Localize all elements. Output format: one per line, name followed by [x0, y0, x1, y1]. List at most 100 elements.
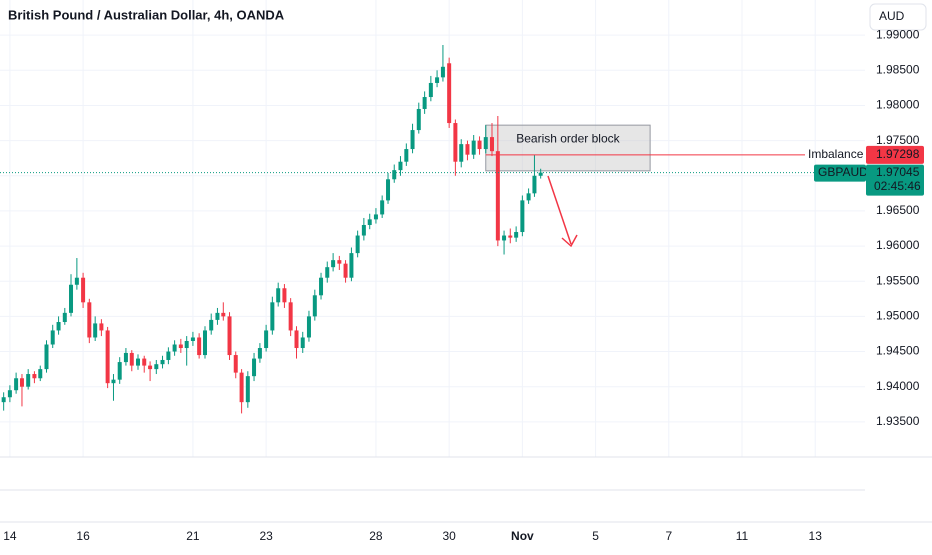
candle-body [398, 161, 403, 171]
x-tick-label: 28 [369, 529, 383, 543]
candle-body [148, 365, 153, 370]
candle-body [361, 224, 366, 236]
price-tag [866, 164, 924, 196]
candle-body [178, 344, 183, 349]
candle-body [514, 232, 519, 238]
symbol-label: GBPAUD [818, 165, 868, 179]
candle-body [538, 172, 543, 176]
candle-body [166, 351, 171, 360]
candle-body [227, 316, 232, 356]
candle-body [483, 137, 488, 150]
candle-body [56, 322, 61, 331]
candle-body [221, 312, 226, 317]
candle-body [87, 302, 92, 338]
candle-body [1, 397, 6, 403]
candle-body [123, 352, 128, 363]
y-tick-label: 1.93500 [876, 414, 920, 428]
candle-body [264, 330, 269, 349]
candle-body [440, 66, 445, 78]
candle-body [520, 200, 525, 233]
candle-body [331, 260, 336, 268]
candle-body [81, 277, 86, 303]
candle-body [111, 379, 116, 384]
current-price: 1.97045 [876, 165, 920, 179]
candle-body [502, 235, 507, 241]
candle-body [410, 130, 415, 150]
candle-body [325, 267, 330, 278]
y-tick-label: 1.96500 [876, 203, 920, 217]
x-tick-label: 14 [3, 529, 17, 543]
candle-body [245, 376, 250, 403]
candle-body [355, 235, 360, 254]
candle-body [380, 200, 385, 215]
candle-body [93, 323, 98, 338]
symbol-tag [814, 164, 866, 182]
x-tick-label: 16 [76, 529, 90, 543]
candle-body [489, 137, 494, 152]
candle-body [197, 337, 202, 356]
candle-body [252, 358, 257, 377]
candle-body [508, 235, 513, 238]
candle-body [50, 330, 55, 345]
arrow-head [561, 234, 578, 248]
candle-body [172, 344, 177, 352]
candle-body [136, 358, 141, 366]
candle-body [312, 295, 317, 317]
candle-body [160, 359, 165, 365]
candle-body [526, 193, 531, 201]
candle-body [19, 378, 24, 387]
imbalance-label: Imbalance [808, 147, 864, 161]
candle-body [142, 358, 147, 366]
candle-body [209, 319, 214, 331]
y-tick-label: 1.98000 [876, 98, 920, 112]
x-tick-label: 11 [736, 529, 749, 543]
candle-body [239, 372, 244, 403]
candle-body [7, 390, 12, 398]
y-tick-label: 1.99000 [876, 27, 920, 41]
order-block-label: Bearish order block [516, 131, 620, 145]
x-tick-label: 30 [442, 529, 456, 543]
y-tick-label: 1.97500 [876, 133, 920, 147]
candle-body [74, 277, 79, 285]
chart-title: British Pound / Australian Dollar, 4h, O… [8, 7, 285, 22]
x-tick-label: 13 [809, 529, 823, 543]
y-tick-label: 1.98500 [876, 62, 920, 76]
candle-body [477, 140, 482, 150]
candle-body [373, 214, 378, 220]
candle-body [300, 337, 305, 349]
candle-body [447, 63, 452, 124]
candle-body [190, 337, 195, 341]
imbalance-value: 1.97298 [876, 147, 920, 161]
candle-body [202, 330, 207, 356]
grid [0, 0, 865, 457]
candle-body [44, 344, 49, 370]
candle-body [495, 151, 500, 241]
candle-body [26, 374, 31, 387]
candle-body [422, 97, 427, 109]
y-tick-label: 1.95500 [876, 273, 920, 287]
candle-body [282, 288, 287, 303]
imbalance-tag [866, 145, 924, 164]
currency-label[interactable]: AUD [879, 9, 905, 23]
candle-body [306, 316, 311, 338]
candle-body [404, 149, 409, 162]
candle-body [337, 260, 342, 264]
candle-body [319, 277, 324, 296]
candle-body [270, 302, 275, 331]
candle-body [386, 179, 391, 201]
candle-body [62, 312, 67, 323]
candle-body [32, 374, 37, 379]
candle-body [428, 82, 433, 98]
currency-button[interactable] [869, 3, 927, 31]
candle-body [392, 170, 397, 180]
candle-body [184, 340, 189, 349]
candle-body [215, 312, 220, 320]
y-tick-label: 1.94000 [876, 379, 920, 393]
candle-body [532, 175, 537, 194]
x-tick-label: Nov [511, 529, 534, 543]
x-tick-label: 23 [259, 529, 273, 543]
candle-body [459, 144, 464, 162]
